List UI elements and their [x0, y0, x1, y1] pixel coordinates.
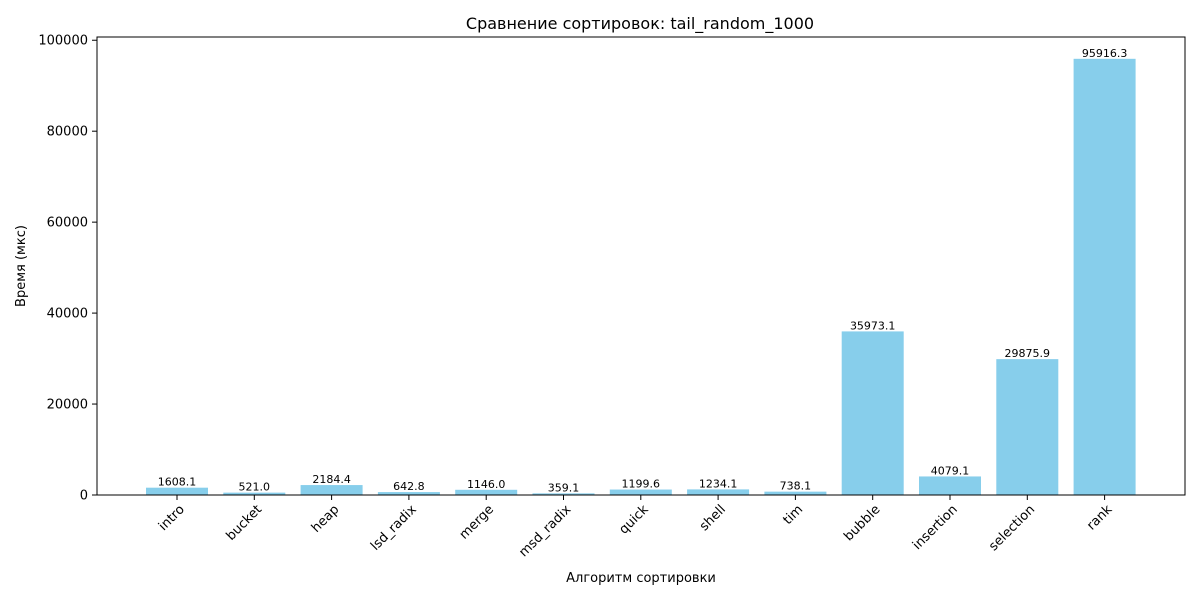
bar-intro [146, 487, 208, 495]
data-label: 29875.9 [1005, 347, 1051, 360]
x-tick-label: tim [781, 502, 807, 528]
data-label: 35973.1 [850, 319, 896, 332]
y-tick-label: 20000 [47, 398, 88, 413]
data-label: 738.1 [780, 480, 812, 493]
bar-bubble [841, 331, 904, 495]
bar-rank [1073, 58, 1136, 496]
bar-lsd_radix [377, 492, 440, 495]
data-label: 1608.1 [158, 476, 197, 489]
x-tick-label: shell [697, 502, 729, 534]
bar-selection [996, 359, 1059, 495]
data-label: 1146.0 [467, 478, 506, 491]
y-tick-label: 80000 [47, 125, 88, 140]
data-label: 1234.1 [699, 477, 738, 490]
bar-heap [300, 485, 363, 495]
x-tick-label: bubble [841, 502, 883, 544]
x-tick-label: selection [986, 502, 1038, 554]
data-label: 2184.4 [312, 473, 351, 486]
x-tick-label: quick [616, 502, 652, 538]
y-tick-label: 0 [80, 489, 88, 504]
data-label: 1199.6 [622, 478, 661, 491]
data-label: 4079.1 [931, 464, 970, 477]
bar-merge [455, 489, 518, 495]
x-tick-label: msd_radix [516, 502, 574, 560]
y-tick-label: 100000 [38, 34, 88, 49]
chart-title: Сравнение сортировок: tail_random_1000 [466, 14, 814, 34]
data-label: 95916.3 [1082, 47, 1128, 60]
plot-area: 0 20000 40000 60000 80000 100000 1608.1 intro 52… [38, 34, 1136, 560]
x-tick-label: bucket [224, 502, 266, 544]
x-tick-label: heap [309, 502, 343, 536]
bar-bucket [223, 492, 286, 495]
x-tick-label: rank [1084, 502, 1116, 534]
plot-frame [96, 36, 1186, 496]
bar-insertion [919, 476, 981, 495]
bar-tim [764, 491, 827, 495]
data-label: 359.1 [548, 481, 580, 494]
x-tick-label: merge [457, 502, 497, 542]
y-axis-label: Время (мкс) [14, 225, 29, 307]
data-label: 521.0 [239, 481, 271, 494]
x-tick-label: lsd_radix [368, 502, 420, 554]
x-tick-label: insertion [910, 502, 961, 553]
x-axis-label: Алгоритм сортировки [566, 571, 716, 586]
y-tick-label: 60000 [47, 216, 88, 231]
y-tick-label: 40000 [47, 307, 88, 322]
bar-quick [609, 489, 672, 495]
bar-msd_radix [532, 493, 595, 495]
bar-shell [687, 489, 750, 495]
data-label: 642.8 [393, 480, 425, 493]
x-tick-label: intro [156, 502, 188, 534]
